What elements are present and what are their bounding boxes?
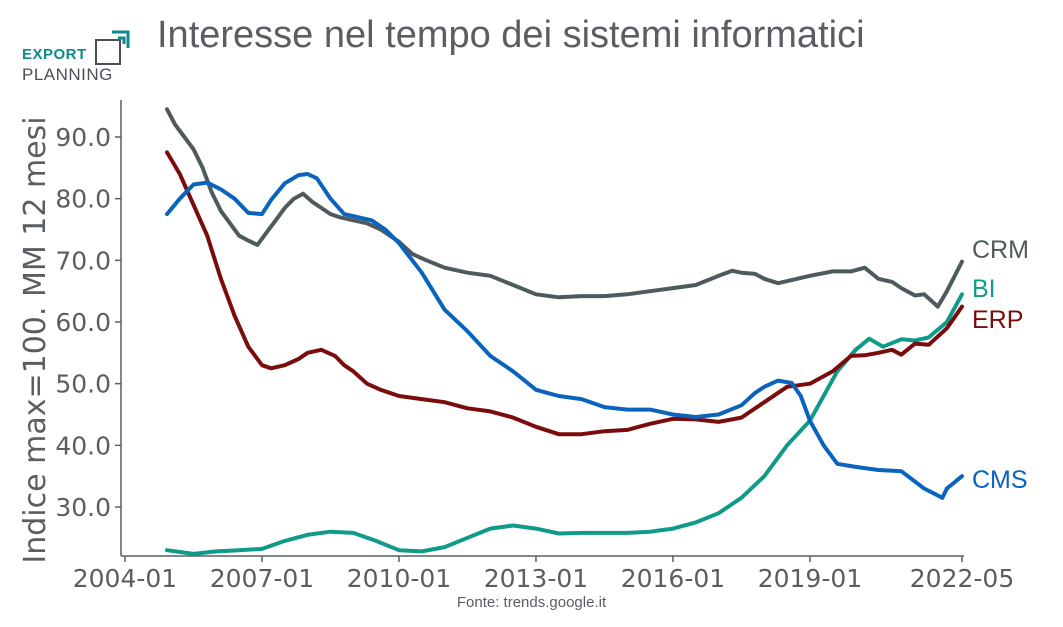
source-note: Fonte: trends.google.it	[456, 594, 607, 611]
y-tick-label: 50.0	[55, 370, 111, 399]
logo-text-planning: PLANNING	[22, 65, 113, 84]
chart-ticks: 30.0 40.0 50.0 60.0 70.0 80.0 90.0 2004-01 2007-…	[55, 123, 1014, 593]
chart-axes	[120, 100, 964, 557]
x-tick-label: 2016-01	[621, 564, 725, 593]
series-label-cms: CMS	[972, 466, 1028, 494]
x-tick-label: 2013-01	[484, 564, 588, 593]
y-tick-label: 90.0	[55, 123, 111, 152]
x-tick-label: 2010-01	[347, 564, 451, 593]
y-tick-label: 60.0	[55, 308, 111, 337]
chart-series-labels: CRM BI ERP CMS	[972, 236, 1029, 494]
y-tick-label: 70.0	[55, 246, 111, 275]
series-line-cms	[165, 172, 964, 500]
x-tick-label: 2022-05	[910, 564, 1014, 593]
series-label-bi: BI	[972, 275, 996, 303]
export-planning-logo: EXPORT PLANNING	[22, 28, 132, 88]
y-tick-label: 80.0	[55, 185, 111, 214]
series-line-bi	[165, 292, 964, 556]
series-line-erp	[165, 150, 964, 437]
chart-title: Interesse nel tempo dei sistemi informat…	[157, 14, 865, 56]
logo-text-export: EXPORT	[22, 46, 87, 63]
series-label-crm: CRM	[972, 236, 1029, 264]
y-tick-label: 40.0	[55, 431, 111, 460]
series-label-erp: ERP	[972, 306, 1023, 334]
x-tick-label: 2004-01	[73, 564, 177, 593]
y-axis-label: Indice max=100. MM 12 mesi	[18, 116, 53, 563]
y-tick-label: 30.0	[55, 493, 111, 522]
series-line-crm	[165, 107, 964, 309]
logo-square-arrow-icon	[95, 30, 130, 65]
x-tick-label: 2007-01	[210, 564, 314, 593]
chart-series	[165, 107, 964, 556]
x-tick-label: 2019-01	[758, 564, 862, 593]
